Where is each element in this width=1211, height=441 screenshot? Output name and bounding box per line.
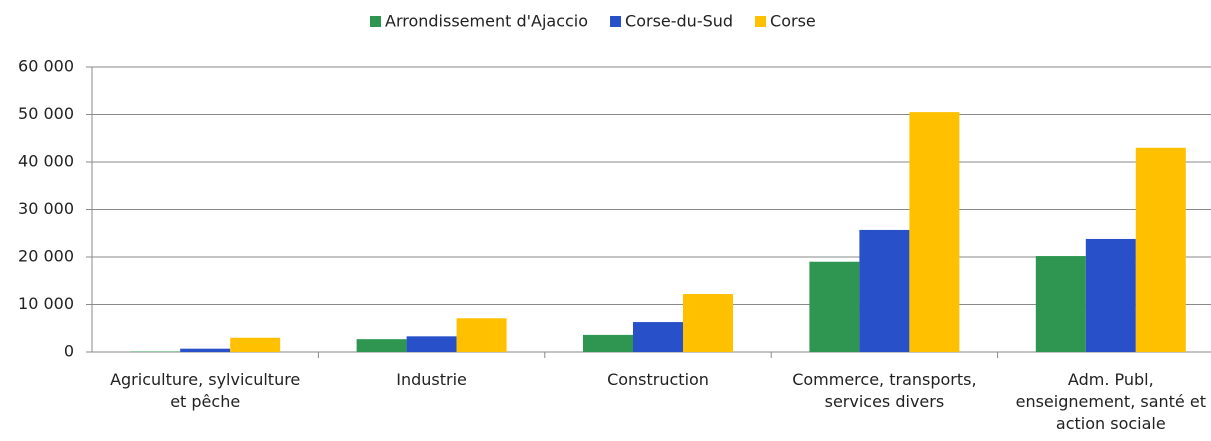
bar [859,229,910,352]
bar [1135,147,1186,352]
y-tick-label: 50 000 [18,104,74,123]
legend-swatch [370,16,381,27]
legend-label: Corse [770,12,816,31]
x-tick-label: Agriculture, sylviculture et pêche [110,370,301,411]
x-tick-label: Adm. Publ, enseignement, santé et action… [1015,370,1206,433]
y-tick-label: 30 000 [18,199,74,218]
bar [583,334,633,352]
bar [180,348,231,352]
legend-label: Arrondissement d'Ajaccio [385,12,588,31]
y-tick-label: 40 000 [18,152,74,171]
x-tick-label: Industrie [396,370,467,389]
bar [909,112,960,352]
legend-swatch [755,16,767,27]
legend-label: Corse-du-Sud [625,12,733,31]
legend-swatch [610,16,622,27]
bar [809,261,860,352]
x-tick-label: Construction [607,370,709,389]
bar [406,336,457,352]
y-tick-label: 0 [64,342,74,361]
y-tick-label: 20 000 [18,247,74,266]
y-tick-label: 10 000 [18,294,74,313]
x-tick-label: Commerce, transports, services divers [792,370,977,411]
bar [633,322,683,352]
y-tick-label: 60 000 [18,57,74,76]
bar [356,339,407,352]
bar [683,294,733,352]
bar [1085,238,1136,352]
bar [1035,256,1086,352]
bar [456,318,507,352]
bar [230,337,281,352]
